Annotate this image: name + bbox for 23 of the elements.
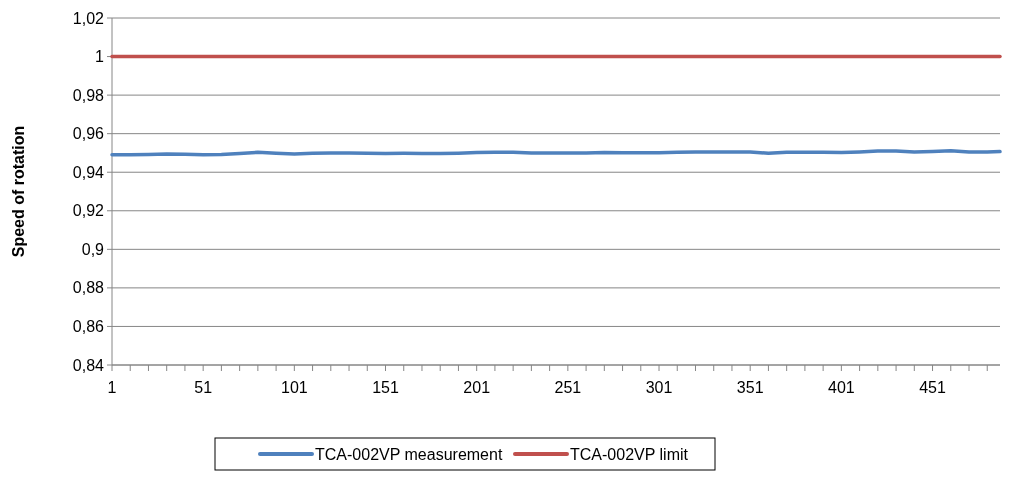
y-tick-label: 0,94 <box>72 163 105 181</box>
y-tick-label: 0,86 <box>72 318 105 336</box>
y-tick-label: 0,84 <box>72 356 105 374</box>
x-tick-label: 451 <box>919 379 946 396</box>
y-tick-label: 0,98 <box>72 86 105 104</box>
x-tick-label: 51 <box>194 379 213 396</box>
legend-label: TCA-002VP limit <box>570 445 689 463</box>
legend-label: TCA-002VP measurement <box>315 445 503 463</box>
x-tick-label: 351 <box>736 379 764 396</box>
y-tick-label: 1 <box>95 48 105 66</box>
x-tick-label: 151 <box>372 379 399 396</box>
y-tick-label: 0,88 <box>72 279 105 297</box>
y-axis-title: Speed of rotation <box>10 125 27 258</box>
y-tick-label: 1,02 <box>72 9 105 27</box>
x-tick-label: 301 <box>645 379 673 396</box>
y-tick-label: 0,96 <box>72 125 105 143</box>
y-tick-label: 0,92 <box>72 202 105 220</box>
x-tick-label: 1 <box>107 379 117 396</box>
x-tick-label: 101 <box>280 379 308 396</box>
y-tick-label: 0,9 <box>81 240 105 258</box>
x-tick-label: 201 <box>463 379 491 396</box>
x-tick-label: 251 <box>554 379 582 396</box>
x-tick-label: 401 <box>828 379 855 396</box>
